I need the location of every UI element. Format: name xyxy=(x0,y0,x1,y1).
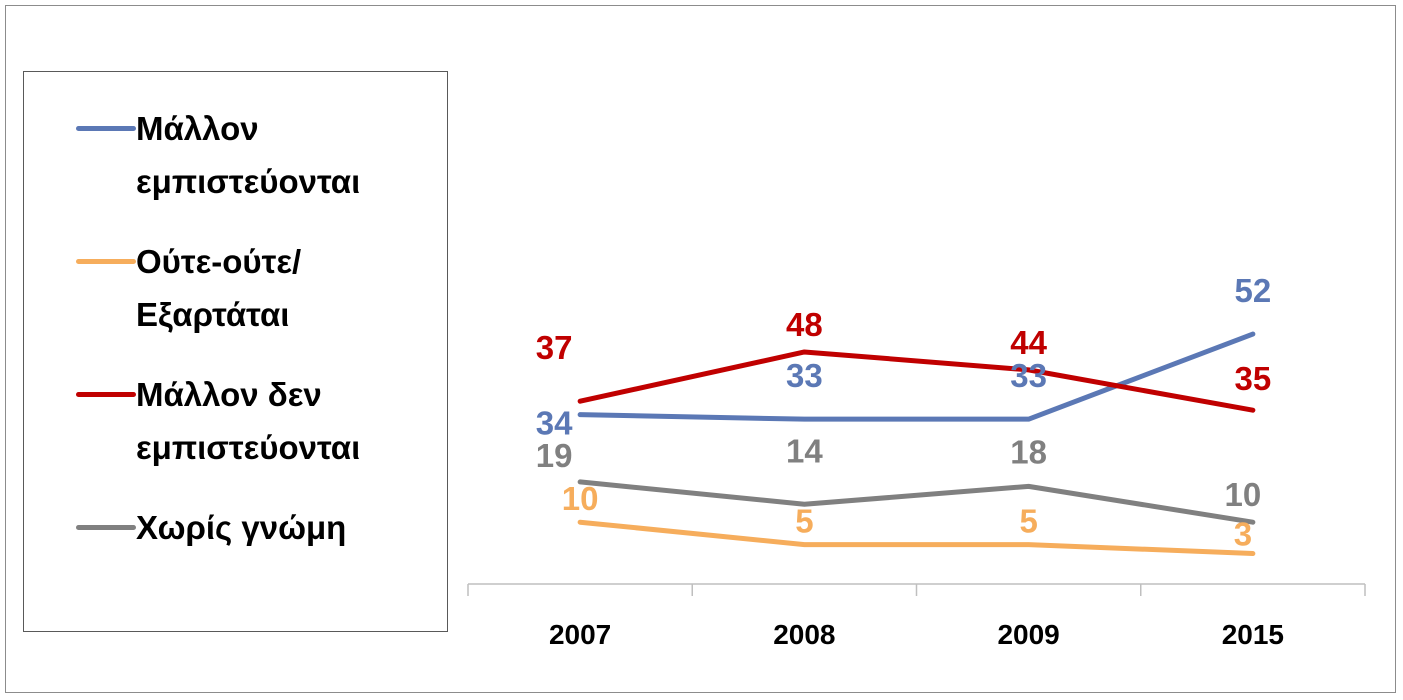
data-label: 5 xyxy=(1019,503,1037,540)
series-line-2 xyxy=(577,349,1256,413)
x-tick-label: 2015 xyxy=(1222,619,1284,650)
x-tick-label: 2009 xyxy=(997,619,1059,650)
series-line-0 xyxy=(577,331,1256,422)
legend-swatch-no-opinion xyxy=(76,525,136,530)
x-tick-label: 2007 xyxy=(549,619,611,650)
legend-label-neutral: Ούτε-ούτε/ Εξαρτάται xyxy=(136,243,302,333)
data-label: 52 xyxy=(1235,272,1272,309)
chart-frame xyxy=(5,5,1396,693)
data-label: 5 xyxy=(795,503,813,540)
data-label: 48 xyxy=(786,306,823,343)
series-line-3 xyxy=(577,479,1256,525)
data-label: 44 xyxy=(1010,324,1047,361)
series-line-1 xyxy=(577,519,1256,557)
data-label: 33 xyxy=(786,357,823,394)
legend-label-no-opinion: Χωρίς γνώμη xyxy=(136,509,347,546)
data-label: 37 xyxy=(536,329,573,366)
legend-label-trust: Μάλλον εμπιστεύονται xyxy=(136,110,361,200)
legend-swatch-trust xyxy=(76,126,136,131)
legend-swatch-neutral xyxy=(76,259,136,264)
data-label: 33 xyxy=(1010,357,1047,394)
data-label: 35 xyxy=(1235,360,1272,397)
data-label: 34 xyxy=(536,405,573,442)
data-label: 10 xyxy=(1225,476,1262,513)
legend: Μάλλον εμπιστεύονται Ούτε-ούτε/ Εξαρτάτα… xyxy=(23,71,448,632)
legend-label-distrust: Μάλλον δεν εμπιστεύονται xyxy=(136,376,361,466)
data-label: 14 xyxy=(786,432,823,469)
x-tick-label: 2008 xyxy=(773,619,835,650)
legend-swatch-distrust xyxy=(76,392,136,397)
data-label: 3 xyxy=(1234,516,1252,553)
data-label: 18 xyxy=(1010,433,1047,470)
data-label: 19 xyxy=(536,437,573,474)
data-label: 10 xyxy=(562,480,599,517)
